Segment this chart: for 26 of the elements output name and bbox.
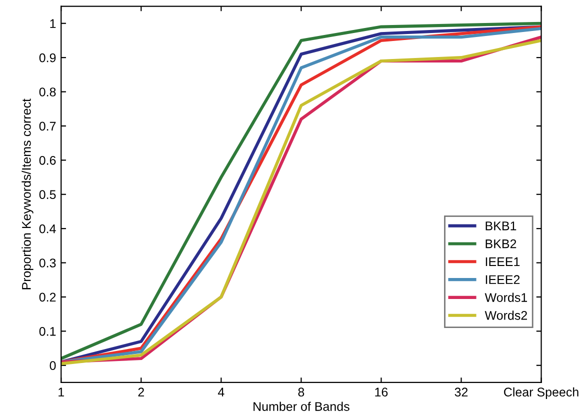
legend-label: IEEE1 — [486, 257, 520, 266]
y-tick-label: 0.8 — [39, 88, 56, 96]
y-axis-title: Proportion Keywords/Items correct — [22, 98, 34, 290]
x-axis-title: Number of Bands — [254, 402, 350, 411]
y-tick-label: 0.6 — [39, 156, 56, 165]
x-tick-label: Clear Speech — [504, 387, 578, 399]
y-tick-label: 0.5 — [39, 190, 56, 200]
x-tick-label: 32 — [454, 388, 468, 397]
y-tick-label: 0.1 — [39, 326, 56, 336]
x-tick-label: 4 — [218, 388, 224, 396]
y-tick-label: 0.9 — [39, 53, 56, 62]
legend-label: Words2 — [484, 310, 527, 320]
legend-label: BKB1 — [486, 222, 516, 230]
x-tick-label: 1 — [58, 388, 64, 396]
y-tick-label: 0.4 — [39, 224, 56, 234]
legend-label: Words1 — [484, 292, 527, 302]
legend-label: BKB2 — [486, 239, 516, 248]
y-tick-label: 0.2 — [39, 292, 56, 302]
x-tick-label: 8 — [298, 388, 304, 397]
y-tick-label: 0 — [50, 361, 56, 370]
y-tick-label: 0.7 — [39, 122, 56, 131]
x-tick-label: 2 — [138, 388, 144, 396]
legend-label: IEEE2 — [486, 275, 520, 284]
y-tick-label: 1 — [50, 19, 56, 28]
y-tick-label: 0.3 — [39, 258, 56, 268]
x-tick-label: 16 — [375, 388, 388, 397]
